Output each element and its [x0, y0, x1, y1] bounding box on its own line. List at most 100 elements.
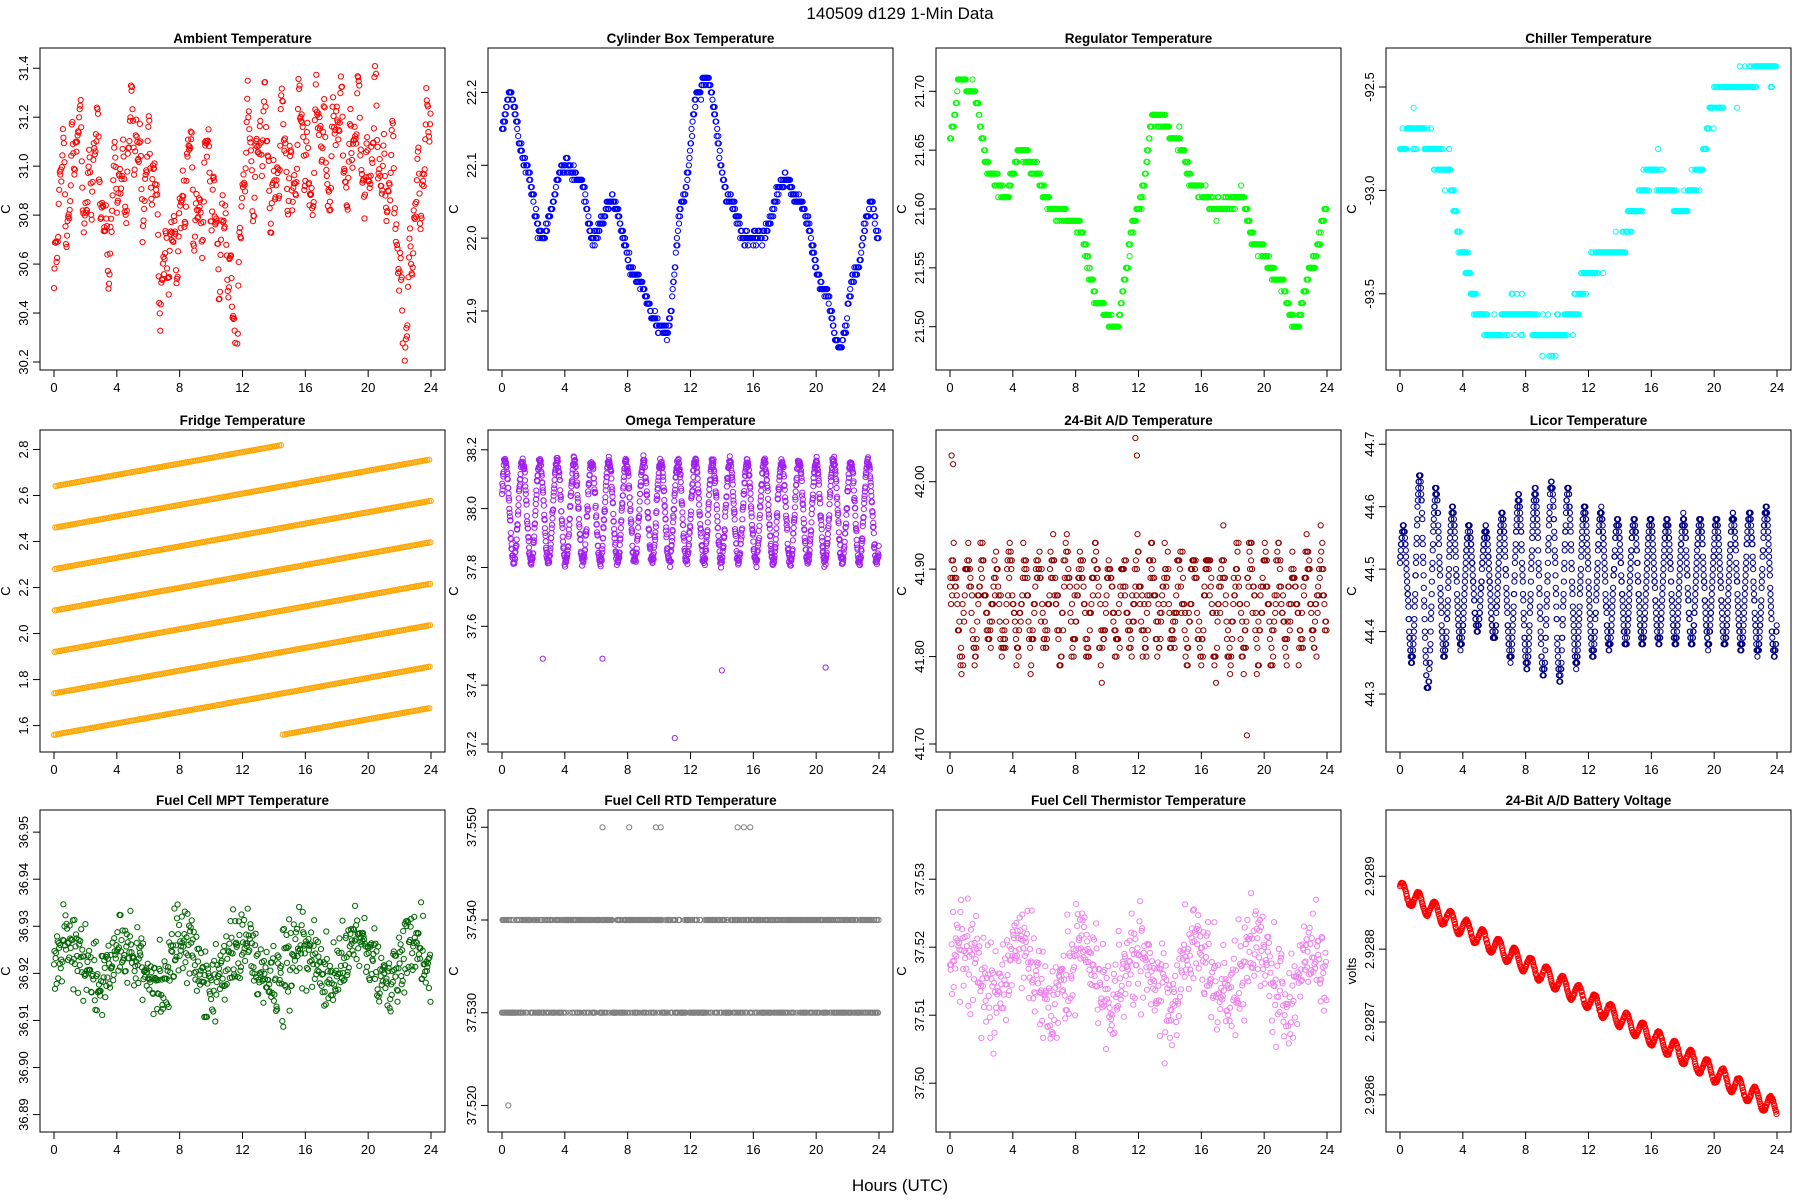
data-point [402, 344, 409, 351]
data-point [268, 200, 275, 207]
data-point [636, 498, 643, 505]
data-point [530, 191, 538, 198]
y-tick-label: 31.0 [16, 154, 31, 179]
data-point [333, 103, 340, 110]
data-point [356, 114, 363, 121]
data-point [310, 203, 317, 210]
data-point [231, 315, 238, 322]
data-point [552, 184, 560, 191]
data-point [184, 136, 192, 143]
data-point [518, 140, 525, 147]
data-point [173, 280, 180, 287]
data-point [289, 207, 296, 214]
data-point [716, 147, 723, 154]
data-point [144, 137, 151, 144]
data-point [335, 136, 342, 143]
data-point [145, 123, 152, 130]
y-tick-label: 21.9 [464, 298, 479, 323]
data-point [1126, 253, 1133, 260]
data-point [105, 280, 113, 287]
data-point [66, 215, 73, 222]
data-point [234, 340, 241, 347]
data-point [92, 148, 99, 155]
data-point [119, 145, 126, 152]
data-point [403, 325, 410, 332]
data-point [347, 105, 354, 113]
data-point [353, 131, 360, 138]
data-point [391, 205, 398, 212]
data-point [357, 146, 364, 153]
data-point [413, 198, 420, 206]
data-point [337, 73, 344, 80]
data-point [345, 174, 352, 181]
data-point [570, 162, 577, 169]
data-point [636, 506, 643, 513]
data-point [714, 125, 721, 132]
data-point [533, 213, 540, 220]
data-point [540, 502, 548, 509]
data-point [372, 70, 380, 77]
data-point [349, 140, 357, 147]
data-point [288, 149, 295, 156]
data-point [309, 212, 316, 219]
data-point [208, 227, 215, 234]
data-point [296, 82, 303, 89]
data-point [145, 113, 152, 120]
data-point [502, 111, 509, 118]
data-point [109, 192, 116, 199]
x-tick-label: 4 [1459, 380, 1466, 395]
data-point [130, 117, 137, 124]
data-point [338, 83, 346, 90]
y-tick-label: 1.8 [16, 671, 31, 689]
data-point [136, 120, 143, 128]
data-point [96, 178, 103, 186]
data-point [759, 242, 766, 249]
data-point [392, 225, 399, 232]
x-tick-label: 20 [361, 762, 375, 777]
data-point [216, 288, 224, 295]
data-point [579, 176, 586, 183]
data-point [194, 214, 202, 221]
x-tick-label: 20 [809, 380, 823, 395]
data-point [1539, 352, 1546, 359]
data-point [219, 192, 226, 199]
data-point [384, 207, 391, 214]
data-point [197, 209, 204, 216]
panel-title: Regulator Temperature [1065, 31, 1213, 46]
data-point [111, 138, 118, 146]
data-point [267, 220, 274, 227]
data-point [237, 235, 244, 242]
data-point [363, 149, 370, 156]
data-point [502, 118, 509, 125]
data-point [425, 129, 432, 136]
data-point [245, 108, 252, 115]
data-point [397, 255, 404, 262]
data-point [354, 90, 361, 97]
data-point [1491, 311, 1498, 318]
data-point [195, 195, 203, 202]
data-point [292, 192, 299, 199]
data-point [211, 177, 218, 184]
data-point [264, 137, 271, 144]
data-point [315, 131, 322, 139]
panel-title: Chiller Temperature [1525, 31, 1652, 46]
data-point [518, 147, 526, 154]
data-point [126, 138, 133, 145]
data-point [116, 165, 124, 173]
x-tick-label: 16 [1644, 380, 1658, 395]
data-point [59, 126, 67, 133]
data-point [131, 166, 138, 173]
figure-title: 140509 d129 1-Min Data [806, 4, 994, 23]
data-point [368, 156, 375, 163]
data-point [330, 94, 337, 101]
data-point [328, 153, 335, 160]
x-tick-label: 20 [1257, 380, 1271, 395]
data-point [541, 235, 549, 242]
data-point [156, 310, 163, 317]
y-tick-label: 2.4 [16, 532, 31, 550]
data-point [76, 114, 83, 121]
y-tick-label: 30.2 [16, 349, 31, 374]
data-point [180, 193, 187, 200]
data-point [67, 182, 74, 189]
